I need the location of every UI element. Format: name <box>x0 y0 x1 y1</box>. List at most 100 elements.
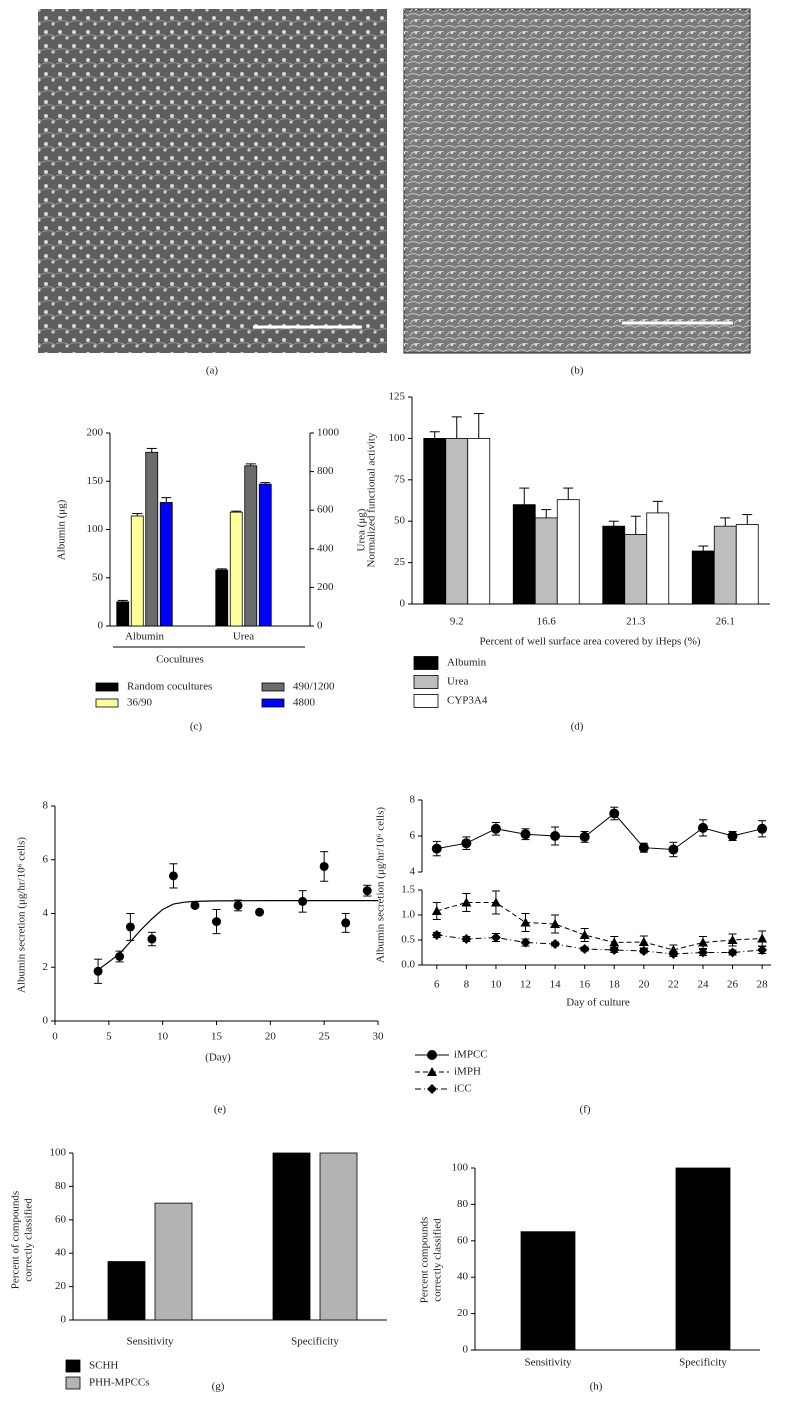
x-tick-label: Sensitivity <box>126 1336 174 1348</box>
x-tick-label: 10 <box>157 1031 169 1043</box>
bar <box>229 511 243 627</box>
x-tick-label: 16 <box>579 979 591 991</box>
y-tick-label: 0 <box>317 620 323 632</box>
marker <box>727 935 738 944</box>
fit-curve <box>97 900 378 971</box>
marker <box>757 933 768 943</box>
x-tick-label: Albumin <box>125 631 165 643</box>
x-tick-label: 0 <box>52 1031 58 1043</box>
y-tick-label: 2 <box>43 961 49 973</box>
panel-label: (h) <box>590 1381 603 1393</box>
marker <box>490 932 501 943</box>
legend-marker <box>427 1084 437 1094</box>
marker <box>233 900 243 910</box>
bar <box>272 1152 311 1321</box>
x-tick-label: 8 <box>464 979 470 991</box>
x-tick-label: 28 <box>757 979 769 991</box>
x-tick-label: 10 <box>490 979 502 991</box>
x-tick-label: 12 <box>520 979 531 991</box>
y-axis-label: correctly classified <box>23 1198 35 1282</box>
x-tick-label: 20 <box>265 1031 277 1043</box>
error-bar <box>146 447 157 453</box>
y-tick-label: 200 <box>87 427 104 439</box>
error-bar <box>541 509 552 518</box>
marker <box>490 897 501 907</box>
error-bar <box>451 416 462 439</box>
y-axis-label: Percent compounds <box>419 1217 431 1303</box>
panel-label: (b) <box>571 365 584 377</box>
y-tick-label: 60 <box>55 1213 67 1225</box>
x-tick-label: Specificity <box>679 1357 727 1369</box>
marker <box>93 966 103 976</box>
marker <box>757 945 768 955</box>
error-bar <box>245 463 256 466</box>
x-tick-label: 30 <box>373 1031 385 1043</box>
y-tick-label: 75 <box>394 473 406 485</box>
y-tick-label: 0 <box>98 620 104 632</box>
legend-swatch <box>413 675 439 689</box>
x-tick-label: 15 <box>211 1031 223 1043</box>
legend-swatch <box>65 1359 81 1373</box>
y-tick-label: 400 <box>317 542 334 554</box>
x-tick-label: 21.3 <box>626 616 646 628</box>
legend-label: CYP3A4 <box>447 695 488 707</box>
panel-label: (e) <box>214 1104 227 1116</box>
error-bar <box>473 413 484 439</box>
bar <box>215 569 229 627</box>
y-tick-label: 6 <box>410 830 416 842</box>
x-tick-label: 14 <box>550 979 562 991</box>
y-tick-label: 0.5 <box>401 934 415 946</box>
error-bar <box>260 482 271 485</box>
y-tick-label: 4 <box>43 907 49 919</box>
y-tick-label: 1000 <box>317 427 340 439</box>
bar <box>159 502 173 627</box>
y-axis-label: Normalized functional activity <box>366 432 378 568</box>
bar <box>624 534 648 605</box>
y-axis-label: Percent of compounds <box>10 1191 22 1289</box>
marker <box>125 922 135 932</box>
y-tick-label: 200 <box>317 581 334 593</box>
marker <box>341 918 351 928</box>
legend-swatch <box>261 682 285 692</box>
marker <box>362 886 372 896</box>
x-axis-label: Day of culture <box>566 997 630 1009</box>
y-tick-label: 40 <box>55 1247 67 1259</box>
micrograph-b <box>403 8 751 354</box>
y-tick-label: 100 <box>452 1162 469 1174</box>
x-tick-label: 18 <box>609 979 621 991</box>
marker <box>212 917 221 927</box>
y-tick-label: 60 <box>457 1234 469 1246</box>
x-tick-label: Urea <box>233 631 254 643</box>
bar <box>107 1261 146 1321</box>
error-bar <box>742 514 753 525</box>
panel-label: (d) <box>571 721 584 733</box>
y-tick-label: 50 <box>92 571 104 583</box>
legend-label: Urea <box>447 676 468 688</box>
series-line <box>436 934 763 955</box>
marker <box>727 831 738 841</box>
marker <box>520 917 531 927</box>
y-axis-label: correctly classified <box>432 1218 444 1302</box>
y-tick-label: 100 <box>87 523 104 535</box>
legend-label: 36/90 <box>127 697 153 709</box>
legend-label: PHH-MPCCs <box>89 1377 150 1389</box>
marker <box>668 949 679 959</box>
marker <box>147 934 157 944</box>
bar <box>520 1231 576 1351</box>
x-tick-label: 25 <box>319 1031 331 1043</box>
error-bar <box>652 500 663 513</box>
marker <box>550 939 561 949</box>
x-axis-label: (Day) <box>205 1052 231 1064</box>
y-tick-label: 100 <box>389 432 406 444</box>
legend-swatch <box>413 694 439 708</box>
bar <box>534 517 558 605</box>
legend-label: 4800 <box>293 697 316 709</box>
bar <box>646 512 670 605</box>
error-bar <box>216 568 227 571</box>
y-tick-label: 150 <box>87 475 104 487</box>
marker <box>168 871 178 881</box>
marker <box>697 947 708 958</box>
marker <box>550 831 561 841</box>
legend-label: iMPCC <box>454 1049 488 1061</box>
